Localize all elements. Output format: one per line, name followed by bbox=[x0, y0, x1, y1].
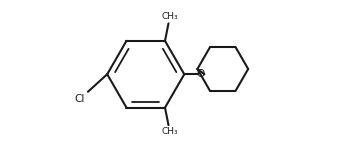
Text: CH₃: CH₃ bbox=[161, 12, 178, 21]
Text: CH₃: CH₃ bbox=[161, 127, 178, 136]
Text: Cl: Cl bbox=[74, 94, 85, 104]
Text: O: O bbox=[196, 69, 204, 79]
